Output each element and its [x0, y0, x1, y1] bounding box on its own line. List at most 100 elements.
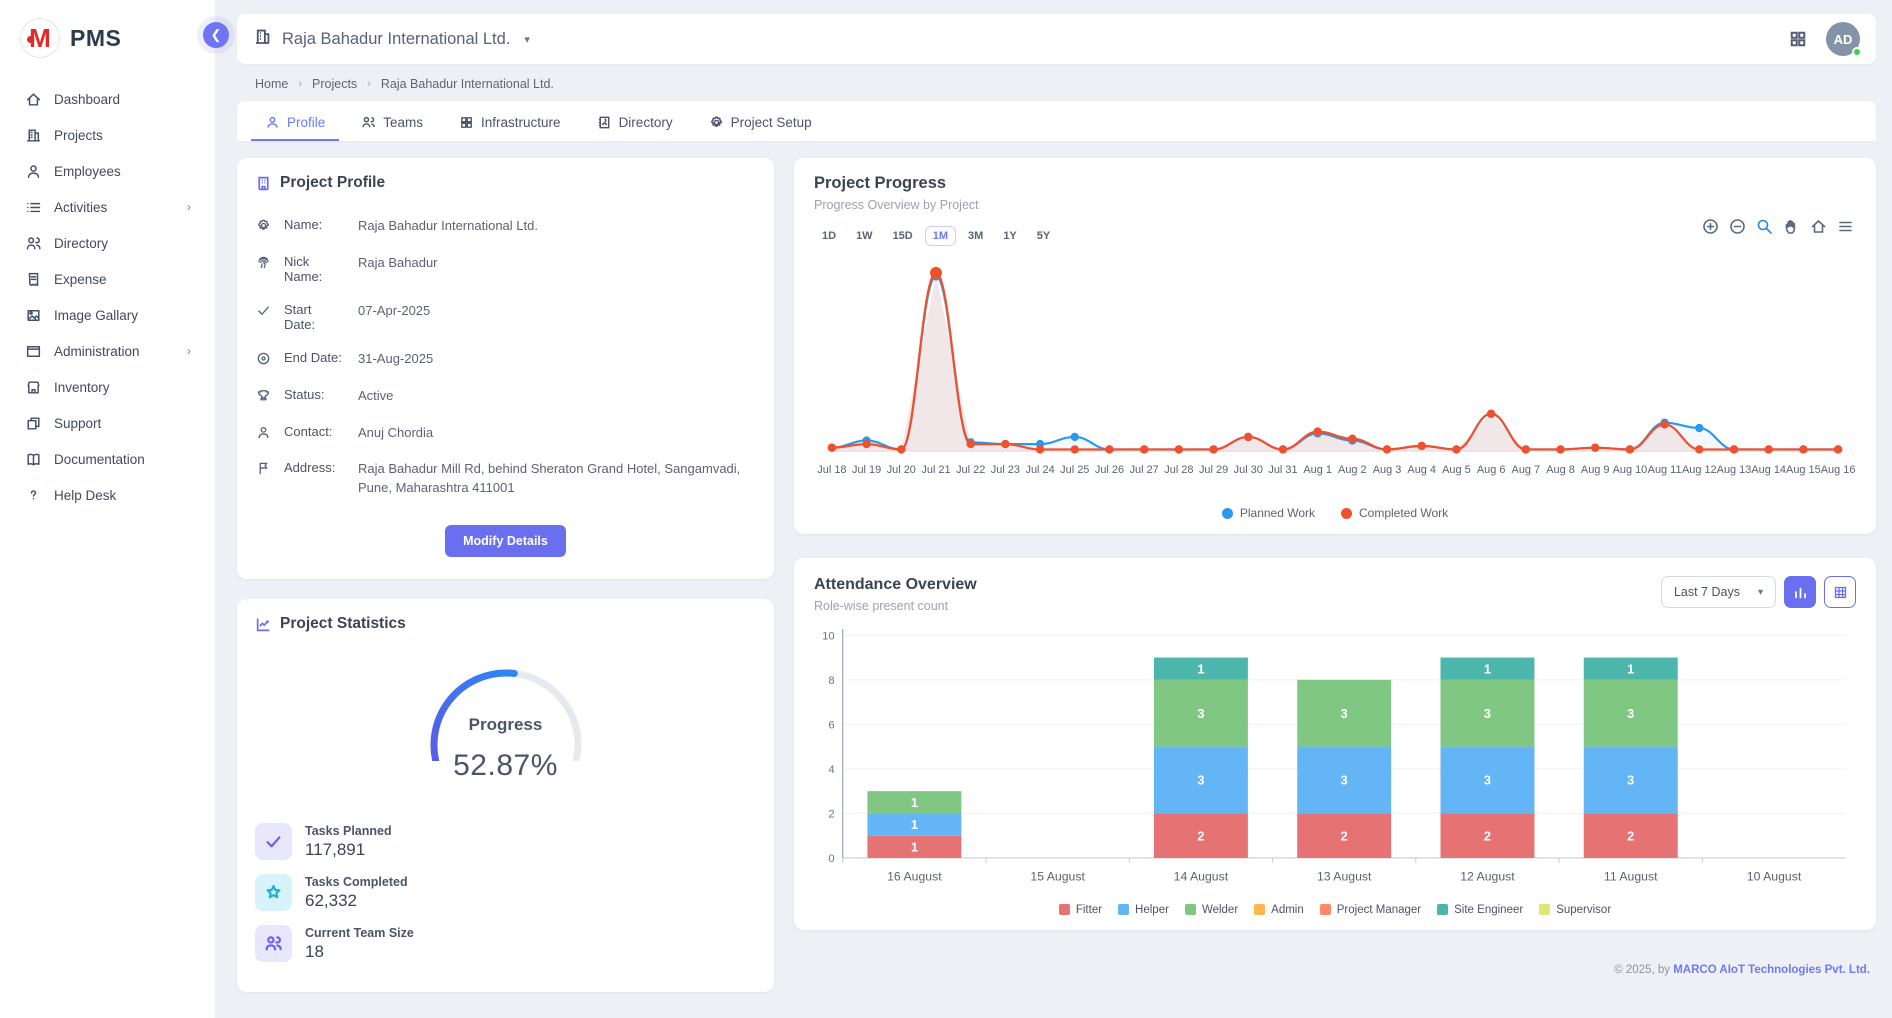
svg-text:Jul 28: Jul 28: [1164, 464, 1193, 476]
legend-item[interactable]: Completed Work: [1341, 506, 1448, 520]
person-icon: [265, 115, 280, 130]
zoom-select-icon[interactable]: [1756, 218, 1773, 235]
legend-item[interactable]: Welder: [1185, 904, 1238, 916]
stat-value: 117,891: [305, 840, 392, 860]
breadcrumb: Home›Projects›Raja Bahadur International…: [237, 64, 1876, 101]
chart-toolbar: [1702, 218, 1854, 235]
card-title: Project Progress: [814, 174, 1856, 193]
range-button-3m[interactable]: 3M: [960, 226, 991, 246]
sidebar-collapse-button[interactable]: ❮: [203, 22, 229, 48]
check-icon: [255, 823, 292, 860]
check-icon: [255, 303, 272, 318]
sidebar-item-dashboard[interactable]: Dashboard: [12, 82, 203, 116]
legend-item[interactable]: Project Manager: [1320, 904, 1421, 916]
modify-details-button[interactable]: Modify Details: [445, 525, 566, 557]
field-value: Raja Bahadur International Ltd.: [358, 217, 538, 236]
breadcrumb-item[interactable]: Projects: [312, 77, 357, 91]
window-icon: [24, 342, 42, 360]
range-button-5y[interactable]: 5Y: [1029, 226, 1058, 246]
sidebar-item-label: Expense: [54, 272, 107, 287]
tab-project-setup[interactable]: Project Setup: [695, 105, 826, 141]
legend-label: Admin: [1271, 904, 1304, 916]
tab-teams[interactable]: Teams: [347, 105, 437, 141]
tab-label: Directory: [619, 115, 673, 130]
legend-label: Helper: [1135, 904, 1169, 916]
stat-label: Tasks Completed: [305, 875, 408, 889]
sidebar-item-help-desk[interactable]: Help Desk: [12, 478, 203, 512]
range-button-1y[interactable]: 1Y: [995, 226, 1024, 246]
date-range-select[interactable]: Last 7 Days ▾: [1661, 576, 1776, 608]
legend-swatch-icon: [1185, 904, 1196, 915]
people-icon: [361, 115, 376, 130]
footer-company-link[interactable]: MARCO AIoT Technologies Pvt. Ltd.: [1673, 964, 1870, 976]
book-icon: [24, 450, 42, 468]
project-statistics-card: Project Statistics Progress 52.87% Tasks…: [237, 599, 774, 992]
legend-item[interactable]: Helper: [1118, 904, 1169, 916]
sidebar-item-inventory[interactable]: Inventory: [12, 370, 203, 404]
breadcrumb-item[interactable]: Home: [255, 77, 288, 91]
sidebar-item-activities[interactable]: Activities ›: [12, 190, 203, 224]
question-icon: [24, 486, 42, 504]
range-button-1d[interactable]: 1D: [814, 226, 844, 246]
table-view-button[interactable]: [1824, 576, 1856, 608]
legend-swatch-icon: [1539, 904, 1550, 915]
sidebar-item-expense[interactable]: Expense: [12, 262, 203, 296]
sidebar-item-directory[interactable]: Directory: [12, 226, 203, 260]
sidebar-item-employees[interactable]: Employees: [12, 154, 203, 188]
zoom-out-icon[interactable]: [1729, 218, 1746, 235]
legend-item[interactable]: Site Engineer: [1437, 904, 1523, 916]
apps-grid-button[interactable]: [1788, 29, 1808, 49]
svg-text:15 August: 15 August: [1030, 869, 1085, 883]
svg-text:14 August: 14 August: [1174, 869, 1229, 883]
zoom-in-icon[interactable]: [1702, 218, 1719, 235]
sidebar-item-image-gallary[interactable]: Image Gallary: [12, 298, 203, 332]
field-value: Active: [358, 387, 393, 406]
reset-home-icon[interactable]: [1810, 218, 1827, 235]
legend-item[interactable]: Planned Work: [1222, 506, 1315, 520]
legend-item[interactable]: Admin: [1254, 904, 1304, 916]
svg-text:Aug 7: Aug 7: [1512, 464, 1541, 476]
sidebar-item-label: Activities: [54, 200, 107, 215]
company-switcher[interactable]: Raja Bahadur International Ltd. ▾: [253, 27, 530, 51]
profile-field-row: Address:Raja Bahadur Mill Rd, behind She…: [255, 451, 756, 507]
menu-icon[interactable]: [1837, 218, 1854, 235]
sidebar-item-support[interactable]: Support: [12, 406, 203, 440]
tabs-bar: Profile TeamsInfrastructure Directory Proje…: [237, 101, 1876, 141]
date-range-value: Last 7 Days: [1674, 585, 1740, 599]
bar-view-button[interactable]: [1784, 576, 1816, 608]
tab-label: Project Setup: [731, 115, 812, 130]
bar-chart[interactable]: 024681011116 August15 August233114 Augus…: [794, 613, 1876, 900]
svg-text:Aug 4: Aug 4: [1407, 464, 1436, 476]
svg-text:Aug 3: Aug 3: [1373, 464, 1402, 476]
sidebar-item-label: Documentation: [54, 452, 145, 467]
sidebar-item-documentation[interactable]: Documentation: [12, 442, 203, 476]
tab-label: Profile: [287, 115, 325, 130]
svg-text:Jul 27: Jul 27: [1130, 464, 1159, 476]
range-button-1w[interactable]: 1W: [848, 226, 881, 246]
field-value: Raja Bahadur: [358, 254, 438, 273]
range-button-1m[interactable]: 1M: [925, 226, 956, 246]
tab-profile[interactable]: Profile: [251, 105, 339, 141]
profile-field-row: End Date:31-Aug-2025: [255, 341, 756, 378]
user-avatar[interactable]: AD: [1826, 22, 1860, 56]
pan-icon[interactable]: [1783, 218, 1800, 235]
tab-directory[interactable]: Directory: [583, 105, 687, 141]
target-icon: [255, 351, 272, 366]
svg-text:Jul 30: Jul 30: [1234, 464, 1263, 476]
line-chart[interactable]: Jul 18Jul 19Jul 20Jul 21Jul 22Jul 23Jul …: [794, 246, 1876, 500]
chevron-right-icon: ›: [187, 344, 191, 358]
stat-row: Tasks Planned117,891: [255, 823, 756, 860]
profile-field-row: Start Date:07-Apr-2025: [255, 293, 756, 341]
tab-infrastructure[interactable]: Infrastructure: [445, 105, 575, 141]
range-button-15d[interactable]: 15D: [885, 226, 921, 246]
breadcrumb-item: Raja Bahadur International Ltd.: [381, 77, 554, 91]
legend-item[interactable]: Supervisor: [1539, 904, 1611, 916]
sidebar-item-projects[interactable]: Projects: [12, 118, 203, 152]
sidebar-item-administration[interactable]: Administration›: [12, 334, 203, 368]
people-icon: [255, 925, 292, 962]
legend-item[interactable]: Fitter: [1059, 904, 1102, 916]
chevron-right-icon: ›: [187, 200, 191, 214]
building-icon: [255, 175, 272, 192]
svg-text:3: 3: [1484, 706, 1491, 721]
gauge-label: Progress: [469, 715, 543, 735]
